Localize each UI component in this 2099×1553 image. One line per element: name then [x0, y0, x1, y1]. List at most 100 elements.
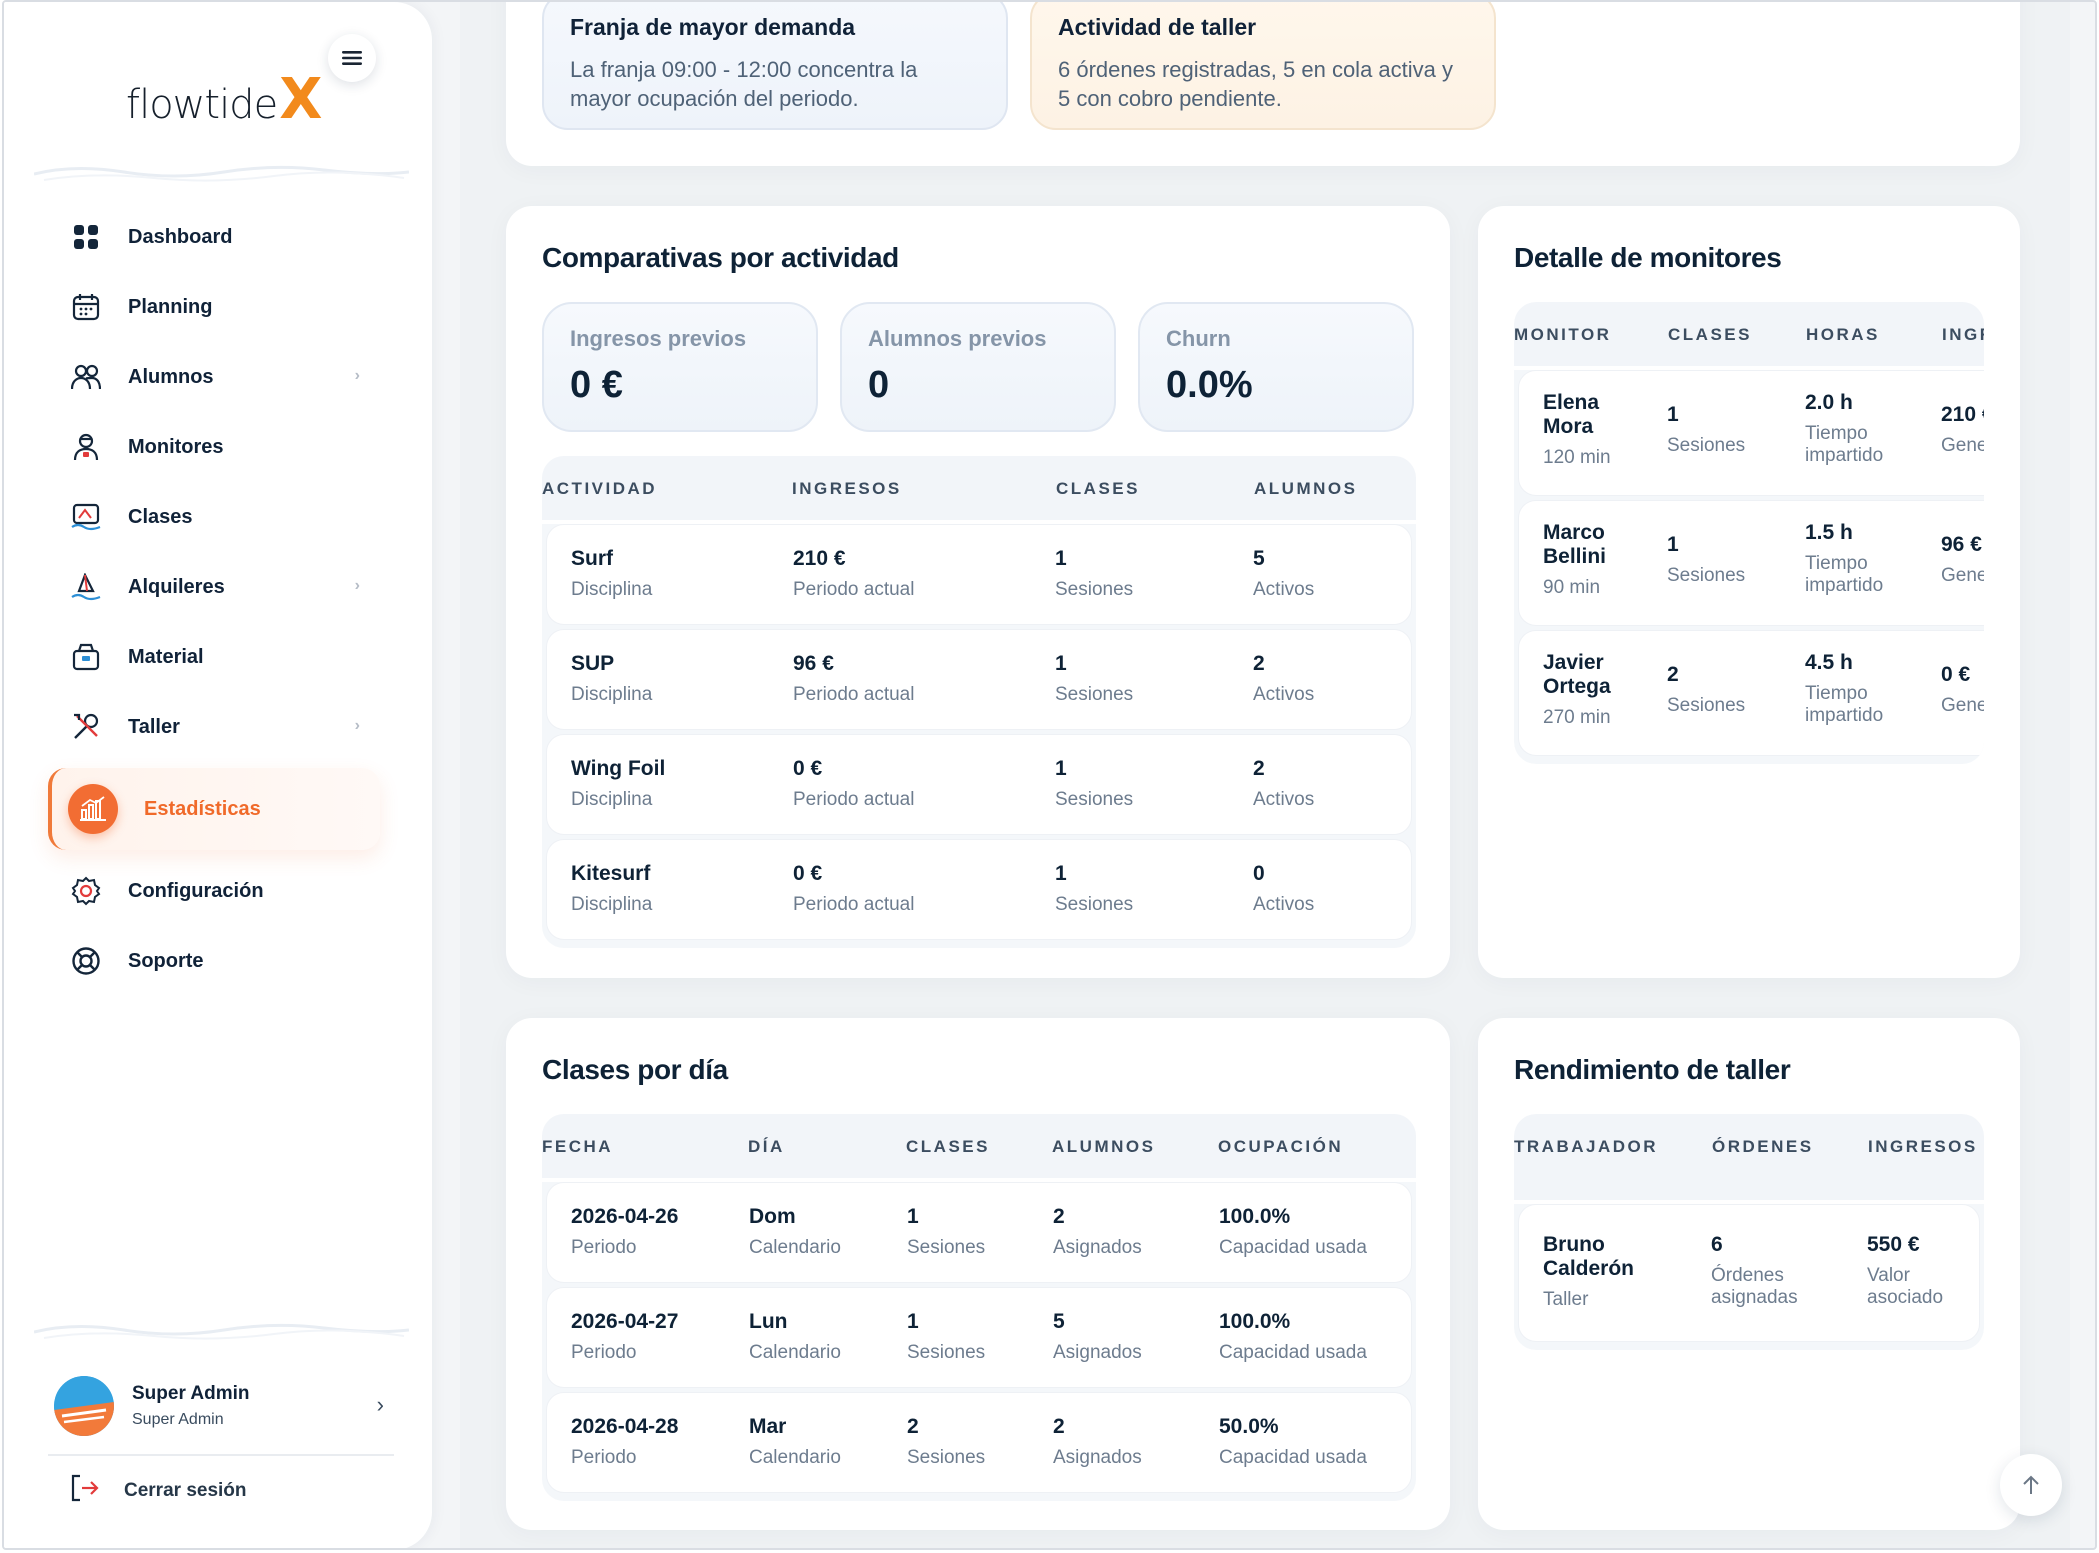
kpi-alumnos-previos: Alumnos previos 0: [840, 302, 1116, 432]
orders-value: 6: [1711, 1233, 1723, 1256]
classes-value: 1: [907, 1310, 919, 1333]
classes-sub: Sesiones: [1055, 894, 1134, 915]
column-header: OCUPACIÓN: [1218, 1137, 1344, 1156]
table-row: 2026-04-27 Periodo Lun Calendario 1 Sesione…: [546, 1287, 1412, 1388]
income-sub: Periodo actual: [793, 789, 915, 810]
avatar: [54, 1376, 114, 1436]
hours-sub: Tiempo: [1805, 553, 1868, 574]
students-value: 5: [1253, 547, 1265, 570]
kpi-value: 0 €: [570, 364, 623, 406]
scroll-to-top-button[interactable]: [2000, 1454, 2062, 1516]
income-sub: asociado: [1867, 1287, 1944, 1308]
sidebar-item-label: Clases: [128, 505, 193, 528]
classes-sub: Sesiones: [1667, 695, 1746, 716]
day-value: Mar: [749, 1415, 787, 1438]
kpi-label: Ingresos previos: [570, 326, 747, 351]
sidebar-item-label: Material: [128, 645, 204, 668]
sidebar: flowtide X Dashboard: [4, 2, 432, 1548]
orders-sub: Órdenes: [1711, 1265, 1784, 1286]
column-header: DÍA: [748, 1137, 785, 1156]
activity-comparison-card: Comparativas por actividad Ingresos prev…: [506, 206, 1450, 978]
settings-icon: [70, 875, 102, 907]
activity-name: SUP: [571, 652, 615, 675]
logo-text: flowtide: [126, 82, 278, 128]
table-body: 2026-04-26 Periodo Dom Calendario 1 Sesione…: [542, 1182, 1416, 1501]
insight-text: La franja 09:00 - 12:00 concentra la may…: [570, 57, 918, 111]
students-sub: Activos: [1253, 579, 1315, 600]
insights-card: Franja de mayor demanda La franja 09:00 …: [506, 2, 2020, 166]
table-row: 2026-04-26 Periodo Dom Calendario 1 Sesione…: [546, 1182, 1412, 1283]
date-sub: Periodo: [571, 1237, 637, 1258]
column-header: INGRESOS: [1942, 325, 1984, 344]
chevron-right-icon: ›: [354, 717, 360, 734]
sidebar-item-taller[interactable]: Taller ›: [48, 692, 380, 762]
chevron-right-icon: ›: [354, 367, 360, 384]
sidebar-item-alquileres[interactable]: Alquileres ›: [48, 552, 380, 622]
sidebar-item-estadisticas[interactable]: Estadísticas: [48, 768, 380, 850]
income-sub: Valor: [1867, 1265, 1910, 1286]
instructor-minutes: 120 min: [1543, 447, 1611, 468]
sidebar-item-alumnos[interactable]: Alumnos ›: [48, 342, 380, 412]
hours-sub: impartido: [1805, 575, 1884, 596]
instructor-first-name: Elena: [1543, 391, 1600, 414]
column-header: ALUMNOS: [1254, 479, 1358, 498]
workshop-table: TRABAJADOR ÓRDENES INGRESOS Bruno Calderó…: [1514, 1114, 1984, 1350]
column-header: HORAS: [1806, 325, 1880, 344]
day-value: Lun: [749, 1310, 788, 1333]
instructor-last-name: Bellini: [1543, 545, 1607, 568]
table-row: Elena Mora 120 min 1 Sesiones 2.0 h Tiempo im…: [1518, 370, 1984, 496]
divider: [48, 1454, 394, 1456]
sidebar-item-dashboard[interactable]: Dashboard: [48, 202, 380, 272]
income-value: 550 €: [1867, 1233, 1920, 1256]
column-header: FECHA: [542, 1137, 614, 1156]
tools-icon: [70, 711, 102, 743]
income-sub: Generados: [1941, 435, 1984, 456]
instructor-first-name: Marco: [1543, 521, 1605, 544]
insight-demand: Franja de mayor demanda La franja 09:00 …: [542, 2, 1008, 130]
column-header: INGRESOS: [792, 479, 902, 498]
kpi-churn: Churn 0.0%: [1138, 302, 1414, 432]
sidebar-item-planning[interactable]: Planning: [48, 272, 380, 342]
sidebar-item-soporte[interactable]: Soporte: [48, 926, 380, 996]
table-row: 2026-04-28 Periodo Mar Calendario 2 Sesione…: [546, 1392, 1412, 1493]
menu-toggle-button[interactable]: [328, 34, 376, 82]
instructor-icon: [70, 431, 102, 463]
income-value: 210 €: [793, 547, 846, 570]
students-value: 2: [1053, 1205, 1065, 1228]
classes-sub: Sesiones: [907, 1447, 986, 1468]
classes-value: 1: [907, 1205, 919, 1228]
income-sub: Generados: [1941, 695, 1984, 716]
logout-button[interactable]: Cerrar sesión: [70, 1474, 247, 1508]
brand-logo[interactable]: flowtide X: [126, 67, 323, 132]
sidebar-item-label: Alquileres: [128, 575, 225, 598]
sidebar-item-clases[interactable]: Clases: [48, 482, 380, 552]
column-header: MONITOR: [1514, 325, 1612, 344]
instructor-last-name: Ortega: [1543, 675, 1611, 698]
sidebar-item-monitores[interactable]: Monitores: [48, 412, 380, 482]
table-row: Javier Ortega 270 min 2 Sesiones 4.5 h Tiemp…: [1518, 630, 1984, 756]
classes-value: 1: [1055, 652, 1067, 675]
income-sub: Periodo actual: [793, 684, 915, 705]
table-header: MONITOR CLASES HORAS INGRESOS: [1514, 302, 1984, 366]
sidebar-item-label: Monitores: [128, 435, 224, 458]
logo-mark: X: [279, 67, 323, 132]
windsurf-icon: [70, 571, 102, 603]
user-profile-card[interactable]: Super Admin Super Admin ›: [54, 1368, 394, 1444]
students-sub: Activos: [1253, 894, 1315, 915]
hours-value: 2.0 h: [1805, 391, 1853, 414]
classes-value: 1: [1667, 533, 1679, 556]
logout-label: Cerrar sesión: [124, 1480, 247, 1501]
classes-value: 1: [1055, 757, 1067, 780]
sidebar-item-configuracion[interactable]: Configuración: [48, 856, 380, 926]
insight-title: Actividad de taller: [1058, 14, 1257, 40]
users-icon: [70, 361, 102, 393]
table-header: FECHA DÍA CLASES ALUMNOS OCUPACIÓN: [542, 1114, 1416, 1178]
chevron-right-icon: ›: [376, 1392, 384, 1417]
students-sub: Activos: [1253, 789, 1315, 810]
bar-chart-icon: [68, 784, 118, 834]
sidebar-item-material[interactable]: Material: [48, 622, 380, 692]
activity-name: Kitesurf: [571, 862, 651, 885]
activity-sub: Disciplina: [571, 789, 653, 810]
